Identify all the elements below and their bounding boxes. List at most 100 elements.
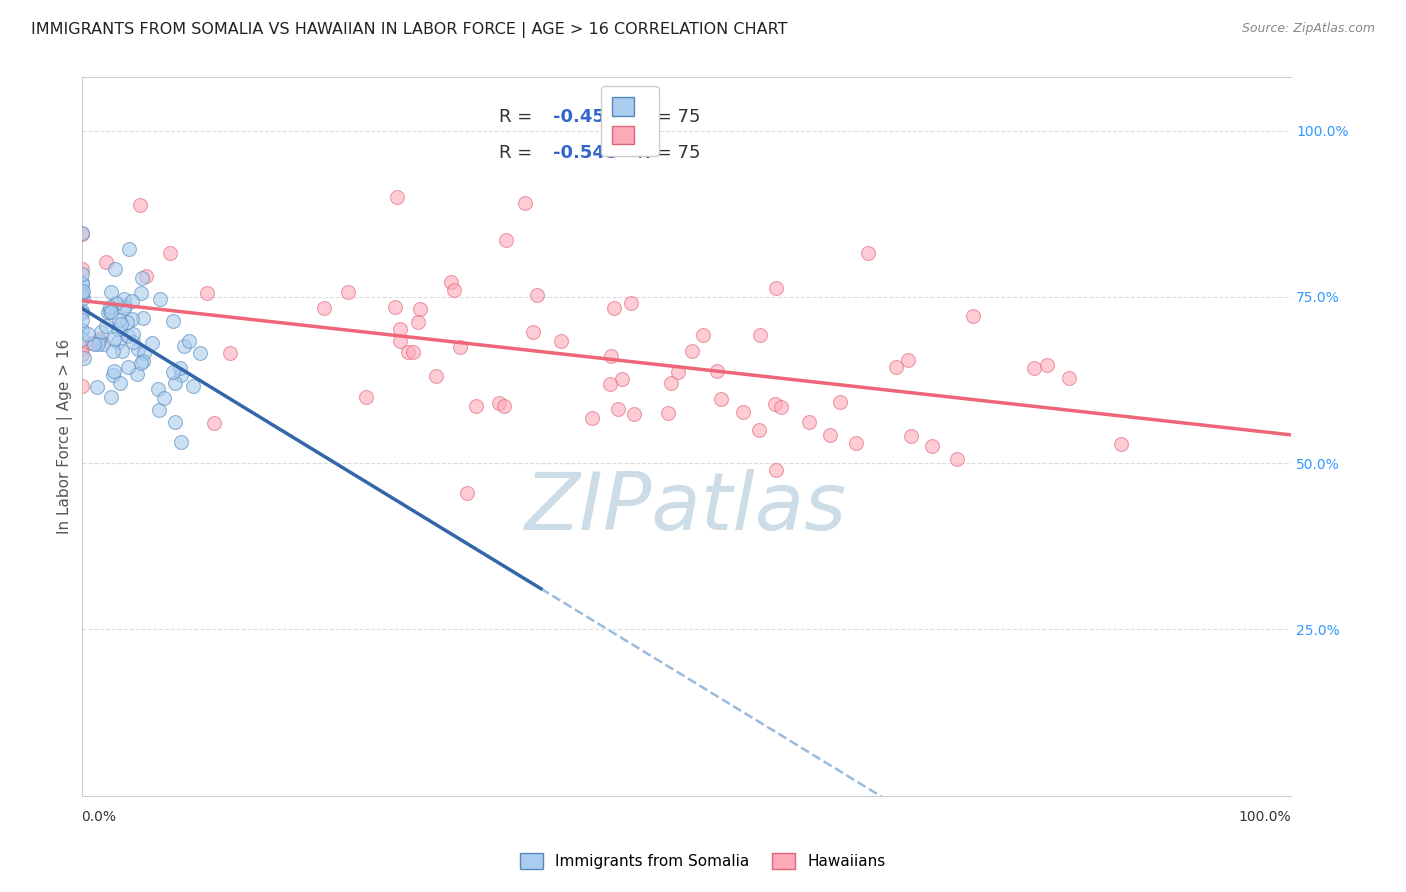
Point [1036, 359, 1059, 373]
Point [495, 233, 517, 247]
Point [87, 336, 110, 351]
Point [108, 313, 131, 327]
Text: 0.0%: 0.0% [82, 810, 117, 824]
Point [526, 288, 548, 302]
Point [607, 401, 630, 416]
Text: -0.451: -0.451 [553, 108, 617, 126]
Text: N = 75: N = 75 [626, 144, 700, 161]
Point [70, 285, 93, 300]
Point [830, 394, 852, 409]
Point [440, 275, 463, 289]
Point [550, 334, 572, 349]
Point [104, 262, 127, 277]
Point [117, 314, 139, 328]
Point [666, 365, 689, 379]
Point [70, 379, 93, 393]
Point [384, 300, 406, 314]
Point [465, 399, 488, 413]
Point [402, 344, 425, 359]
Point [70, 304, 93, 318]
Point [797, 415, 820, 429]
Legend: , : , [602, 87, 659, 156]
Point [314, 301, 336, 315]
Point [82, 336, 104, 351]
Point [163, 415, 186, 429]
Point [70, 267, 93, 281]
Point [101, 368, 124, 382]
Point [706, 364, 728, 378]
Point [162, 365, 184, 379]
Point [177, 334, 200, 348]
Point [845, 436, 868, 450]
Point [202, 417, 225, 431]
Point [408, 302, 430, 317]
Point [100, 304, 122, 318]
Point [522, 325, 544, 339]
Point [77, 326, 100, 341]
Point [129, 356, 152, 370]
Point [1057, 371, 1080, 385]
Point [148, 402, 170, 417]
Point [692, 327, 714, 342]
Point [134, 345, 156, 359]
Point [100, 285, 122, 300]
Point [122, 334, 145, 349]
Point [162, 314, 184, 328]
Y-axis label: In Labor Force | Age > 16: In Labor Force | Age > 16 [58, 339, 73, 534]
Point [112, 301, 135, 316]
Point [132, 354, 155, 368]
Point [603, 301, 626, 315]
Point [110, 317, 132, 331]
Point [657, 406, 679, 420]
Point [121, 312, 143, 326]
Point [153, 392, 176, 406]
Point [389, 322, 412, 336]
Point [70, 341, 93, 355]
Legend: Immigrants from Somalia, Hawaiians: Immigrants from Somalia, Hawaiians [515, 847, 891, 875]
Point [98, 304, 121, 318]
Point [219, 345, 242, 359]
Point [425, 369, 447, 384]
Point [94, 255, 117, 269]
Point [70, 262, 93, 277]
Point [581, 411, 603, 425]
Text: R =: R = [499, 144, 537, 161]
Point [921, 439, 943, 453]
Point [135, 269, 157, 284]
Point [610, 371, 633, 385]
Point [858, 246, 880, 260]
Point [456, 486, 478, 500]
Point [148, 382, 170, 396]
Point [1022, 361, 1045, 376]
Point [389, 334, 412, 349]
Text: -0.548: -0.548 [553, 144, 617, 161]
Point [118, 242, 141, 256]
Point [73, 351, 96, 366]
Point [112, 292, 135, 306]
Point [72, 284, 94, 298]
Point [127, 342, 149, 356]
Point [70, 227, 93, 242]
Point [103, 344, 125, 359]
Point [494, 399, 516, 413]
Point [765, 463, 787, 477]
Point [681, 344, 703, 359]
Point [121, 294, 143, 309]
Point [195, 286, 218, 301]
Point [70, 277, 93, 291]
Point [70, 306, 93, 320]
Point [83, 336, 105, 351]
Point [149, 293, 172, 307]
Point [181, 379, 204, 393]
Point [87, 334, 110, 348]
Point [747, 423, 769, 437]
Point [100, 390, 122, 404]
Point [170, 434, 193, 449]
Point [488, 396, 510, 410]
Text: Source: ZipAtlas.com: Source: ZipAtlas.com [1241, 22, 1375, 36]
Point [70, 226, 93, 240]
Point [188, 345, 211, 359]
Point [107, 322, 129, 336]
Point [70, 346, 93, 360]
Point [897, 353, 920, 368]
